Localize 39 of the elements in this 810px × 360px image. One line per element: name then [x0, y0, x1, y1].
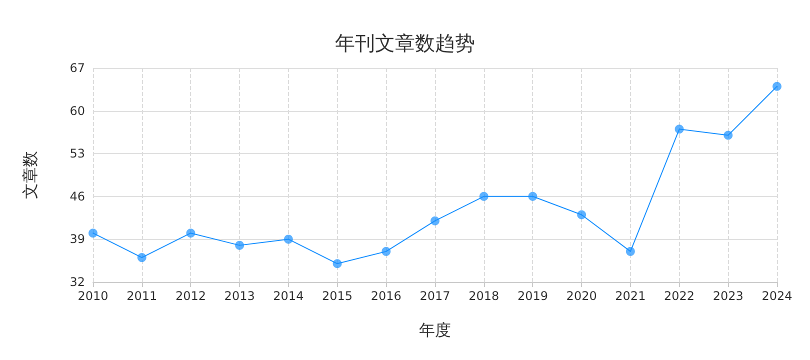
- x-tick-label: 2015: [322, 289, 353, 303]
- point: [674, 124, 684, 134]
- point: [332, 259, 342, 268]
- y-tick-label: 46: [70, 189, 85, 204]
- point: [724, 130, 733, 140]
- point: [382, 246, 391, 256]
- point: [137, 253, 146, 262]
- x-tick-label: 2014: [273, 289, 304, 303]
- x-tick-label: 2013: [224, 289, 255, 303]
- point: [626, 246, 635, 256]
- point: [479, 192, 488, 201]
- point: [88, 228, 98, 238]
- x-axis-title: 年度: [419, 320, 451, 340]
- y-tick-label: 39: [70, 232, 85, 246]
- x-tick-label: 2016: [370, 289, 402, 303]
- y-tick-label: 32: [70, 275, 85, 289]
- y-axis-title: 文章数: [20, 151, 40, 199]
- point: [772, 82, 782, 91]
- x-tick-label: 2018: [468, 289, 500, 303]
- x-tick-label: 2012: [175, 289, 206, 303]
- point: [528, 192, 538, 201]
- y-tick-label: 53: [70, 146, 85, 161]
- x-tick-label: 2021: [615, 289, 646, 303]
- x-tick-label: 2017: [420, 289, 450, 303]
- chart-title: 年刊文章数趋势: [335, 31, 475, 55]
- y-tick-label: 60: [70, 104, 85, 118]
- x-tick-label: 2023: [712, 289, 744, 303]
- y-tick-label: 67: [70, 61, 85, 75]
- x-tick-label: 2019: [517, 289, 548, 303]
- x-tick-label: 2011: [126, 289, 158, 303]
- x-tick-label: 2024: [762, 289, 792, 303]
- point: [284, 234, 293, 244]
- x-tick-label: 2020: [566, 289, 597, 303]
- point: [186, 228, 196, 238]
- x-tick-label: 2022: [664, 289, 695, 303]
- point: [430, 216, 440, 226]
- x-tick-label: 2010: [78, 289, 108, 303]
- point: [235, 240, 244, 250]
- point: [577, 210, 586, 220]
